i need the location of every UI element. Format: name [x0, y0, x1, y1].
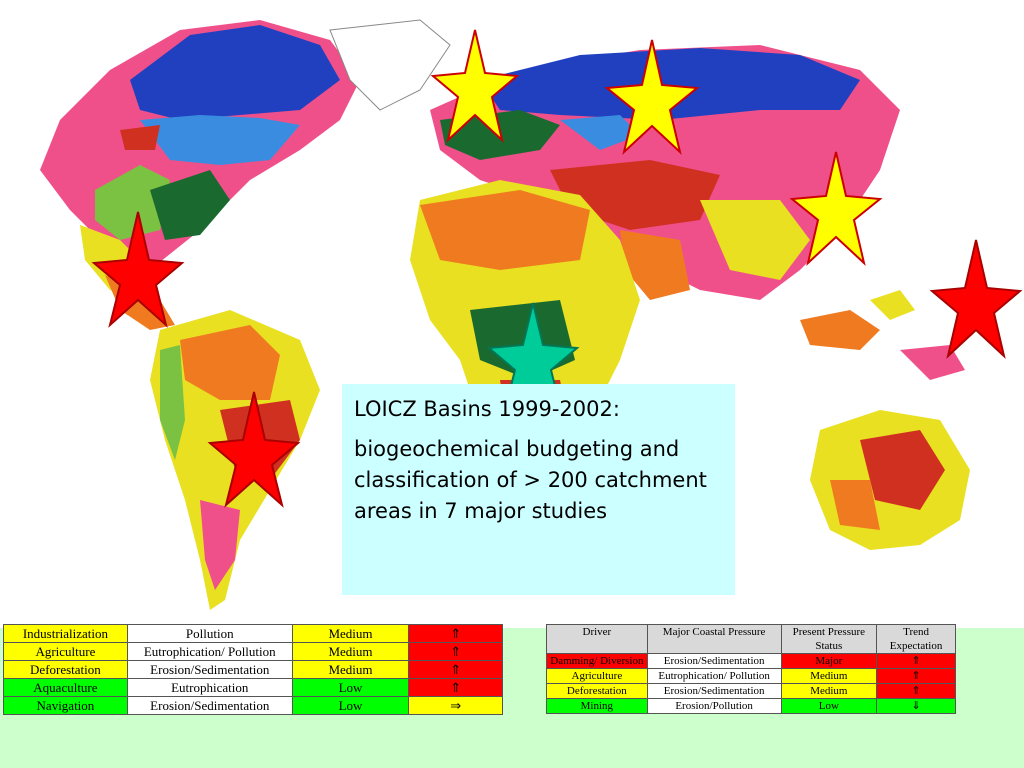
trend-cell: ⇑ — [408, 660, 503, 679]
driver-cell: Damming/ Diversion — [546, 653, 648, 669]
status-cell: Medium — [291, 642, 410, 661]
table-row: Aquaculture Eutrophication Low ⇑ — [3, 678, 503, 697]
southeast-asia — [800, 290, 965, 380]
driver-cell: Deforestation — [3, 660, 128, 679]
driver-cell: Agriculture — [546, 668, 648, 684]
star-central-america-icon — [91, 211, 185, 328]
star-pacific-icon — [929, 239, 1023, 359]
table-row: Mining Erosion/Pollution Low ⇓ — [546, 698, 956, 714]
table-row: Deforestation Erosion/Sedimentation Medium… — [546, 683, 956, 699]
table-row: Damming/ Diversion Erosion/Sedimentation M… — [546, 653, 956, 669]
table-row: Industrialization Pollution Medium ⇑ — [3, 624, 503, 643]
caption-body: biogeochemical budgeting and classificat… — [354, 437, 707, 523]
status-cell: Medium — [780, 668, 878, 684]
driver-cell: Aquaculture — [3, 678, 128, 697]
pressure-table-right: Driver Major Coastal Pressure Present Pr… — [546, 624, 956, 714]
header-status: Present Pressure Status — [780, 624, 878, 654]
status-cell: Low — [780, 698, 878, 714]
header-trend: Trend Expectation — [876, 624, 956, 654]
pressure-cell: Eutrophication/ Pollution — [646, 668, 782, 684]
pressure-table-left: Industrialization Pollution Medium ⇑ Agricul… — [3, 624, 503, 715]
pressure-cell: Eutrophication/ Pollution — [126, 642, 293, 661]
pressure-cell: Eutrophication — [126, 678, 293, 697]
table-row: Navigation Erosion/Sedimentation Low ⇒ — [3, 696, 503, 715]
trend-cell: ⇑ — [408, 678, 503, 697]
driver-cell: Mining — [546, 698, 648, 714]
status-cell: Medium — [291, 624, 410, 643]
table-row: Agriculture Eutrophication/ Pollution Medi… — [546, 668, 956, 684]
pressure-cell: Erosion/Pollution — [646, 698, 782, 714]
trend-cell: ⇓ — [876, 698, 956, 714]
driver-cell: Agriculture — [3, 642, 128, 661]
star-europe-icon — [430, 29, 520, 143]
table-row: Deforestation Erosion/Sedimentation Medium… — [3, 660, 503, 679]
driver-cell: Deforestation — [546, 683, 648, 699]
star-russia-icon — [604, 39, 700, 155]
eurasia — [430, 45, 900, 300]
status-cell: Medium — [291, 660, 410, 679]
trend-cell: ⇑ — [876, 683, 956, 699]
trend-cell: ⇑ — [876, 668, 956, 684]
status-cell: Major — [780, 653, 878, 669]
trend-cell: ⇑ — [876, 653, 956, 669]
caption-box: LOICZ Basins 1999-2002: biogeochemical b… — [342, 384, 735, 595]
star-east-asia-icon — [789, 151, 883, 266]
caption-title: LOICZ Basins 1999-2002: — [354, 397, 620, 421]
pressure-cell: Erosion/Sedimentation — [646, 653, 782, 669]
pressure-cell: Erosion/Sedimentation — [126, 696, 293, 715]
driver-cell: Navigation — [3, 696, 128, 715]
trend-cell: ⇑ — [408, 642, 503, 661]
table-header-row: Driver Major Coastal Pressure Present Pr… — [546, 624, 956, 654]
greenland — [329, 19, 451, 111]
status-cell: Medium — [780, 683, 878, 699]
pressure-cell: Erosion/Sedimentation — [646, 683, 782, 699]
trend-cell: ⇑ — [408, 624, 503, 643]
star-south-america-icon — [207, 391, 301, 508]
table-row: Agriculture Eutrophication/ Pollution Medi… — [3, 642, 503, 661]
world-map — [40, 19, 1023, 610]
australia — [810, 410, 970, 550]
trend-cell: ⇒ — [408, 696, 503, 715]
header-driver: Driver — [546, 624, 648, 654]
driver-cell: Industrialization — [3, 624, 128, 643]
pressure-cell: Pollution — [126, 624, 293, 643]
pressure-cell: Erosion/Sedimentation — [126, 660, 293, 679]
header-pressure: Major Coastal Pressure — [646, 624, 782, 654]
status-cell: Low — [291, 678, 410, 697]
status-cell: Low — [291, 696, 410, 715]
